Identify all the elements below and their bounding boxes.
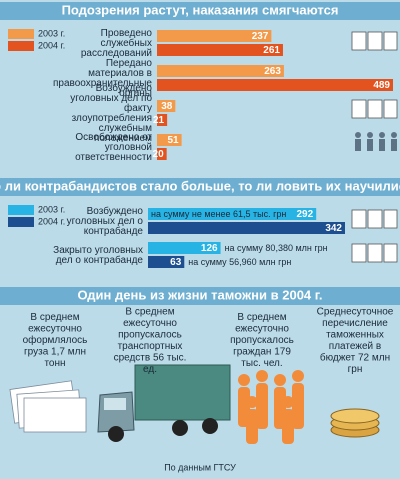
value-label: 21 — [153, 115, 165, 126]
value-label: 20 — [153, 149, 165, 160]
bar — [148, 242, 221, 254]
legend-swatch — [8, 29, 34, 39]
daily-item: Среднесуточное перечисление таможенных плат… — [317, 306, 394, 375]
value-label: 292 — [297, 209, 314, 220]
value-label: 263 — [264, 66, 281, 77]
legend-label: 2004 г. — [38, 216, 65, 226]
value-note: на сумму 80,380 млн грн — [225, 243, 328, 253]
daily-item: В среднем ежесуточно пропускалось транспорт… — [114, 306, 187, 375]
bar — [157, 114, 168, 126]
bar — [157, 44, 283, 56]
daily-item: В среднем ежесуточно пропускалось граждан 1… — [230, 312, 294, 369]
title-band — [0, 287, 400, 305]
legend-swatch — [8, 205, 34, 215]
bar — [157, 65, 284, 77]
value-label: 63 — [170, 257, 182, 268]
value-label: 38 — [161, 101, 173, 112]
bar — [157, 148, 167, 160]
truck-pictogram — [97, 364, 231, 442]
coins-pictogram — [330, 408, 380, 438]
bar — [157, 79, 393, 91]
category-label: Закрыто уголовных дел о контрабанде — [53, 245, 143, 266]
value-note: на сумму не менее 61,5 тыс. грн — [151, 209, 286, 219]
bar — [148, 208, 317, 220]
legend-swatch — [8, 41, 34, 51]
value-note: на сумму 56,960 млн грн — [188, 257, 291, 267]
value-label: 51 — [167, 135, 179, 146]
bar — [148, 256, 185, 268]
section-title: Один день из жизни таможни в 2004 г. — [78, 287, 323, 302]
bar — [148, 222, 345, 234]
crowd-pictogram — [238, 370, 304, 444]
people-icons — [355, 132, 397, 151]
category-label: Возбуждено уголовных дел о контрабанде — [67, 205, 144, 237]
legend-label: 2003 г. — [38, 204, 65, 214]
bar — [157, 30, 272, 42]
value-label: 126 — [201, 243, 218, 254]
documents-pictogram — [9, 380, 87, 433]
legend-swatch — [8, 217, 34, 227]
category-label: Возбуждено уголовных дел по факту злоупотре… — [70, 82, 152, 144]
daily-item: В среднем ежесуточно оформлялось груза 1,7 … — [23, 312, 88, 369]
category-label: Проведено служебных расследований — [81, 28, 153, 59]
chart-title: Подозрения растут, наказания смягчаются — [62, 2, 339, 17]
value-label: 342 — [325, 223, 342, 234]
category-label: Передано материалов в правоохранительные ор… — [53, 58, 152, 99]
bar — [157, 134, 182, 146]
value-label: 237 — [252, 31, 269, 42]
legend-label: 2004 г. — [38, 40, 65, 50]
value-label: 261 — [263, 45, 280, 56]
legend-label: 2003 г. — [38, 28, 65, 38]
chart-title: То ли контрабандистов стало больше, то л… — [0, 178, 400, 193]
title-band — [0, 178, 400, 196]
bar — [157, 100, 176, 112]
category-label: Освобождено от уголовной ответственности — [75, 131, 152, 163]
document-icons — [351, 31, 398, 263]
value-label: 489 — [373, 80, 390, 91]
title-band — [0, 2, 400, 20]
source: По данным ГТСУ — [164, 462, 236, 472]
